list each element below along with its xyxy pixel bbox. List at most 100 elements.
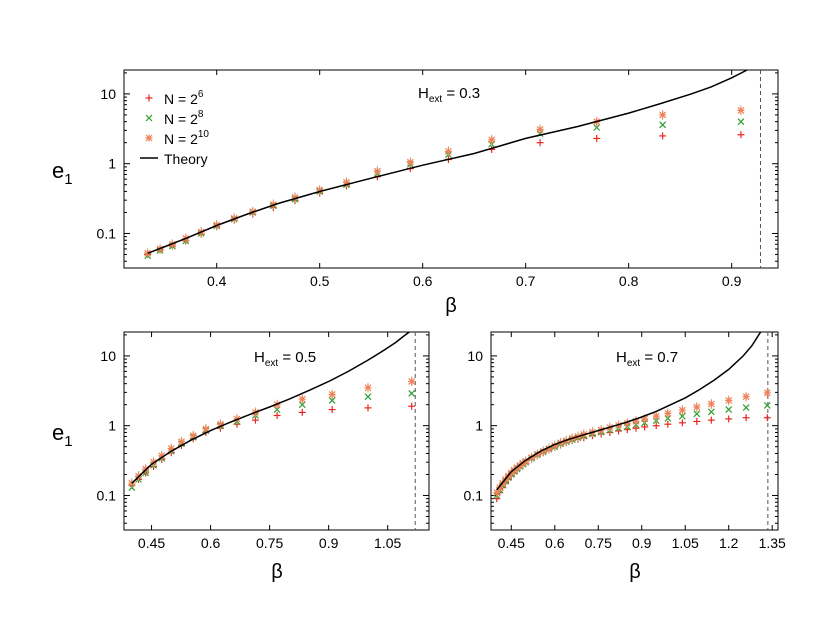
data-point-plus (251, 416, 259, 424)
marker-stroke (632, 417, 640, 425)
data-point-star (707, 400, 715, 408)
data-point-star (678, 406, 686, 414)
marker-stroke (408, 378, 416, 385)
plot-frame (123, 69, 779, 269)
marker-stroke (298, 395, 306, 403)
data-point-star (664, 409, 672, 417)
marker-stroke (693, 403, 701, 411)
theory-curve (496, 331, 762, 491)
plot-frame (123, 331, 430, 531)
legend-symbol (145, 134, 153, 142)
x-tick-label: 0.75 (256, 535, 283, 551)
legend-marker-plus (145, 94, 153, 102)
marker-stroke (652, 412, 660, 420)
marker-stroke (641, 415, 649, 423)
x-tick-label: 0.9 (722, 273, 742, 289)
panel-marks: 0.45 0.6 0.75 0.9 1.05 0.1 1 10 (97, 331, 429, 551)
data-point-plus (298, 408, 306, 416)
data-point-plus (593, 134, 601, 142)
data-point-star (742, 393, 750, 401)
x-tick-label: 0.6 (413, 273, 433, 289)
data-point-star (408, 377, 416, 385)
data-point-star (737, 106, 745, 114)
marker-stroke (707, 400, 715, 408)
x-tick-label: 0.45 (498, 535, 525, 551)
data-point-cross (664, 415, 672, 422)
panel-h03: 0.4 0.5 0.6 0.7 0.8 0.9 0.1 1 10 Hext = 0.3 β e1 (52, 69, 779, 317)
marker-stroke (202, 425, 210, 433)
marker-stroke (373, 167, 381, 175)
x-tick-label: 1.05 (672, 535, 699, 551)
data-point-star (328, 390, 336, 398)
marker-stroke (364, 384, 372, 392)
data-point-star (693, 403, 701, 411)
x-tick-label: 1.2 (719, 535, 739, 551)
marker-stroke (737, 118, 745, 126)
data-point-cross (707, 408, 715, 416)
data-point-star (373, 167, 381, 175)
data-point-star (298, 395, 306, 403)
y-tick-label: 10 (100, 348, 116, 364)
data-point-plus (328, 406, 336, 414)
marker-stroke (763, 402, 771, 409)
legend-symbol (145, 114, 153, 122)
legend-symbol (145, 94, 153, 102)
data-point-plus (693, 417, 701, 425)
legend-label: N = 26 (164, 89, 204, 107)
plot-frame (490, 331, 779, 531)
data-point-plus (707, 416, 715, 424)
legend-label: N = 28 (164, 109, 204, 127)
panel-marks: 0.45 0.6 0.75 0.9 1.05 1.2 1.35 0.1 1 10 (464, 331, 786, 551)
marker-stroke (144, 249, 152, 257)
data-point-star (406, 158, 414, 166)
marker-stroke (664, 409, 672, 417)
marker-stroke (742, 404, 750, 411)
data-point-cross (725, 406, 733, 414)
data-point-cross (737, 118, 745, 126)
theory-curve (147, 69, 748, 254)
legend: N = 26 N = 28 N = 210 Theory (140, 89, 209, 167)
marker-stroke (216, 420, 224, 428)
data-point-star (763, 389, 771, 397)
marker-stroke (406, 158, 414, 166)
x-tick-label: 1.05 (374, 535, 401, 551)
y-tick-label: 1 (475, 418, 483, 434)
panel-h07: 0.45 0.6 0.75 0.9 1.05 1.2 1.35 0.1 1 10 Hext = 0… (464, 331, 786, 583)
data-point-plus (364, 404, 372, 412)
data-point-star (659, 111, 667, 119)
marker-stroke (328, 397, 336, 404)
marker-stroke (593, 124, 601, 131)
data-point-cross (593, 124, 601, 131)
data-point-cross (742, 404, 750, 411)
y-tick-label: 1 (108, 156, 116, 172)
marker-stroke (678, 412, 686, 420)
data-point-plus (408, 402, 416, 410)
panel-h05: 0.45 0.6 0.75 0.9 1.05 0.1 1 10 Hext = 0.5 β e1 (52, 331, 430, 583)
data-point-cross (678, 412, 686, 420)
legend-item-n8: N = 28 (145, 109, 204, 127)
marker-stroke (178, 438, 185, 446)
data-point-plus (641, 423, 649, 431)
data-point-star (652, 412, 660, 420)
x-tick-label: 0.6 (201, 535, 221, 551)
marker-stroke (664, 415, 672, 422)
x-axis-label: β (271, 561, 283, 583)
legend-marker-star (145, 134, 153, 142)
y-tick-label: 0.1 (97, 487, 117, 503)
y-axis-label: e1 (52, 420, 73, 450)
data-point-plus (536, 139, 544, 147)
data-point-cross (298, 401, 306, 409)
marker-stroke (737, 106, 745, 114)
marker-stroke (659, 111, 667, 119)
data-point-plus (678, 419, 686, 427)
data-point-cross (693, 410, 701, 418)
panel-marks: 0.4 0.5 0.6 0.7 0.8 0.9 0.1 1 10 (97, 69, 778, 289)
y-axis-label: e1 (52, 158, 73, 188)
y-tick-label: 10 (467, 348, 483, 364)
marker-stroke (725, 397, 733, 404)
legend-item-n6: N = 26 (145, 89, 204, 107)
marker-stroke (328, 391, 336, 398)
x-tick-label: 0.8 (619, 273, 639, 289)
data-point-plus (664, 420, 672, 428)
